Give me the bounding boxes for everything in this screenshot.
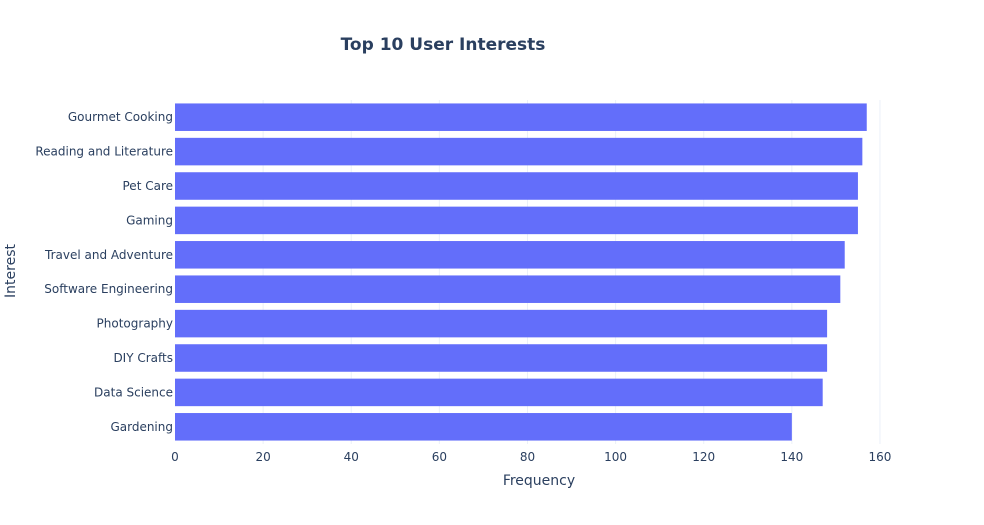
y-tick-label: Gourmet Cooking [68,110,173,124]
y-tick-label: Reading and Literature [35,145,173,159]
x-tick-label: 0 [171,450,179,464]
bar-data-science [175,378,823,407]
chart-title: Top 10 User Interests [341,35,546,55]
y-tick-label: Software Engineering [44,282,173,296]
x-tick-label: 60 [432,450,447,464]
bar-diy-crafts [175,344,828,372]
x-tick-label: 160 [869,450,892,464]
bar-gardening [175,413,792,441]
x-tick-label: 40 [344,450,359,464]
y-tick-label: Pet Care [123,179,174,193]
x-tick-label: 20 [255,450,270,464]
bar-gourmet-cooking [175,103,867,131]
bars [175,103,867,441]
x-axis-tick-labels: 0 20 40 60 80 100 120 140 160 [171,450,891,464]
x-tick-label: 100 [604,450,627,464]
y-tick-label: Data Science [94,385,173,399]
x-tick-label: 80 [520,450,535,464]
bar-photography [175,309,828,338]
y-tick-label: Photography [97,317,173,331]
y-axis-title: Interest [3,244,19,298]
bar-reading-and-literature [175,137,863,166]
y-tick-label: Gardening [110,420,173,434]
bar-pet-care [175,172,858,200]
y-tick-label: Gaming [126,213,173,227]
y-tick-label: DIY Crafts [113,351,173,365]
bar-gaming [175,206,858,235]
x-axis-title: Frequency [503,473,575,489]
y-tick-label: Travel and Adventure [44,248,173,262]
bar-travel-and-adventure [175,241,845,269]
y-axis-tick-labels: Gourmet Cooking Reading and Literature Pet… [35,110,173,434]
x-tick-label: 120 [692,450,715,464]
x-tick-label: 140 [780,450,803,464]
bar-software-engineering [175,275,841,303]
